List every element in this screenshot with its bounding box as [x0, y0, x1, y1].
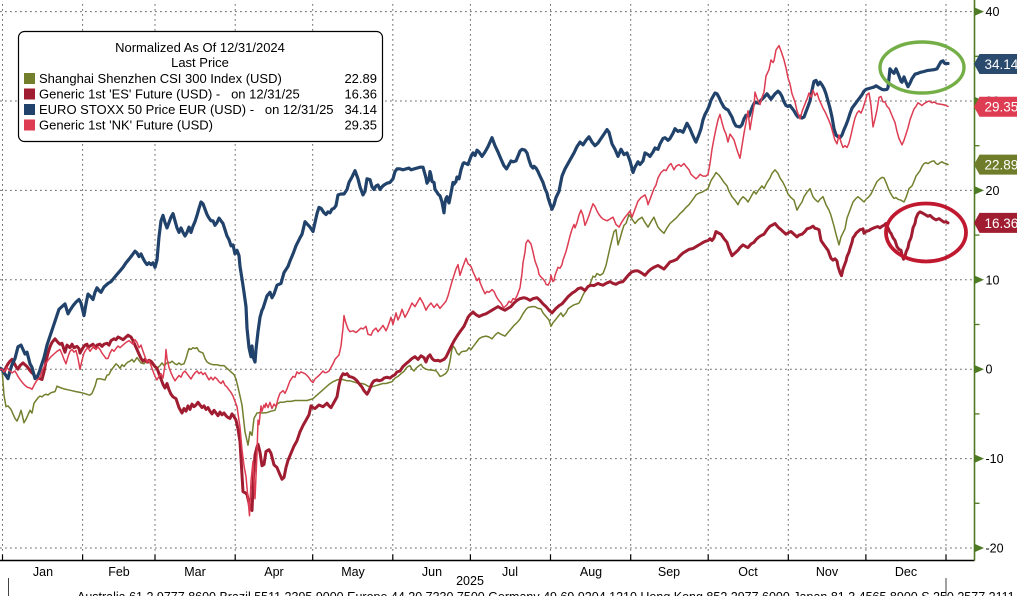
svg-text:EURO STOXX 50 Price EUR (USD): EURO STOXX 50 Price EUR (USD) - on 12/31…	[39, 102, 334, 117]
svg-text:Feb: Feb	[108, 565, 130, 579]
svg-text:May: May	[341, 565, 365, 579]
svg-text:16.36: 16.36	[985, 216, 1017, 231]
svg-text:Normalized As Of 12/31/2024: Normalized As Of 12/31/2024	[115, 40, 285, 55]
svg-text:-20: -20	[986, 542, 1004, 556]
svg-text:0: 0	[986, 363, 993, 377]
svg-text:2025: 2025	[456, 574, 484, 588]
svg-text:40: 40	[986, 5, 1000, 19]
svg-text:Oct: Oct	[738, 565, 758, 579]
svg-text:34.14: 34.14	[344, 102, 377, 117]
svg-text:Jun: Jun	[422, 565, 442, 579]
svg-text:22.89: 22.89	[344, 71, 377, 86]
svg-text:Sep: Sep	[658, 565, 680, 579]
svg-text:Generic 1st 'NK' Future (USD): Generic 1st 'NK' Future (USD)	[39, 118, 213, 133]
svg-text:Apr: Apr	[264, 565, 283, 579]
svg-text:Shanghai Shenzhen CSI 300 Inde: Shanghai Shenzhen CSI 300 Index (USD)	[39, 71, 282, 86]
svg-text:Jan: Jan	[33, 565, 53, 579]
svg-text:Last Price: Last Price	[171, 55, 229, 70]
svg-text:Aug: Aug	[580, 565, 602, 579]
svg-text:10: 10	[986, 273, 1000, 287]
svg-text:29.35: 29.35	[985, 100, 1017, 115]
svg-text:Australia 61 2 9777 8600 Brazi: Australia 61 2 9777 8600 Brazil 5511 239…	[77, 590, 1015, 596]
svg-text:16.36: 16.36	[344, 87, 377, 102]
svg-text:Dec: Dec	[895, 565, 917, 579]
svg-text:29.35: 29.35	[344, 118, 377, 133]
svg-text:34.14: 34.14	[985, 57, 1017, 72]
svg-text:Generic 1st 'ES' Future (USD): Generic 1st 'ES' Future (USD) - on 12/31…	[39, 87, 300, 102]
svg-text:-10: -10	[986, 452, 1004, 466]
svg-text:Jul: Jul	[502, 565, 518, 579]
svg-text:Nov: Nov	[816, 565, 839, 579]
svg-text:20: 20	[986, 184, 1000, 198]
svg-text:Mar: Mar	[184, 565, 206, 579]
svg-text:22.89: 22.89	[985, 158, 1017, 173]
